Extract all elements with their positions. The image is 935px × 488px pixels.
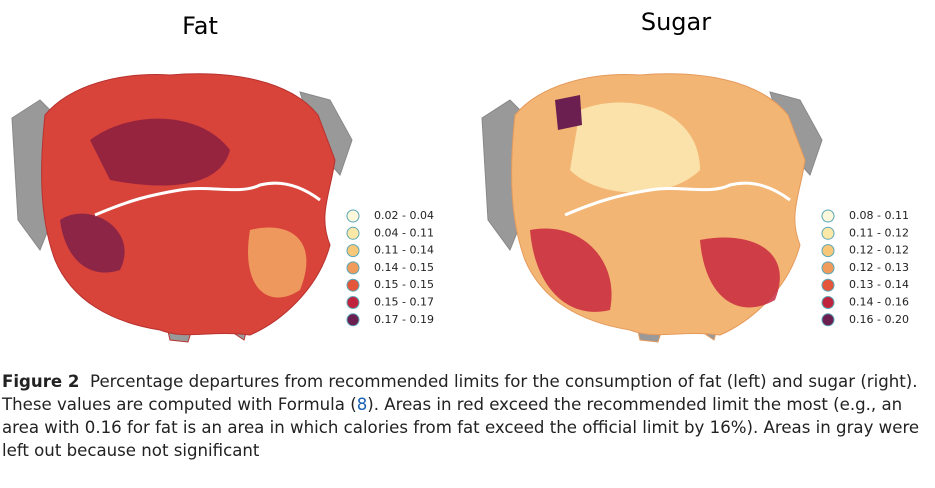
legend-swatch (346, 278, 360, 292)
legend-label: 0.11 - 0.14 (374, 244, 434, 257)
legend-swatch (346, 209, 360, 223)
legend-swatch (346, 313, 360, 327)
legend-swatch (821, 296, 835, 309)
caption-label: Figure 2 (2, 372, 80, 391)
legend-swatch (346, 244, 360, 258)
legend-swatch (346, 226, 360, 240)
legend-label: 0.12 - 0.12 (849, 244, 909, 257)
legend-swatch (346, 296, 360, 309)
legend-label: 0.15 - 0.17 (374, 296, 434, 309)
legend-label: 0.02 - 0.04 (374, 209, 434, 222)
legend-swatch (346, 261, 360, 275)
legend-swatch (821, 226, 835, 240)
caption-ref[interactable]: 8 (356, 395, 368, 414)
fat-map (11, 73, 353, 343)
legend-label: 0.13 - 0.14 (849, 278, 909, 291)
caption-text: Percentage departures from recommended l… (2, 372, 918, 414)
map-title: Fat (182, 12, 218, 40)
legend-label: 0.08 - 0.11 (849, 209, 909, 222)
maps: Fat Sugar 0.02 - 0.04 0.04 - 0.11 0.11 - 0… (11, 8, 909, 343)
legend-swatch (821, 209, 835, 223)
legend-swatch (821, 261, 835, 275)
sugar-map (481, 73, 823, 343)
legend-label: 0.11 - 0.12 (849, 226, 909, 239)
legend-label: 0.14 - 0.15 (374, 261, 434, 274)
caption: Figure 2 Percentage departures from reco… (2, 370, 932, 462)
caption-text: ). Areas in red exceed the recommended l… (2, 395, 920, 460)
legend-label: 0.16 - 0.20 (849, 313, 909, 326)
legend-swatch (821, 244, 835, 258)
legend-label: 0.17 - 0.19 (374, 313, 434, 326)
legend-label: 0.15 - 0.15 (374, 278, 434, 291)
map-title: Sugar (641, 8, 711, 36)
legend-label: 0.04 - 0.11 (374, 226, 434, 239)
legend-swatch (821, 313, 835, 327)
legend-label: 0.12 - 0.13 (849, 261, 909, 274)
legend-label: 0.14 - 0.16 (849, 296, 909, 309)
legend-swatch (821, 278, 835, 292)
